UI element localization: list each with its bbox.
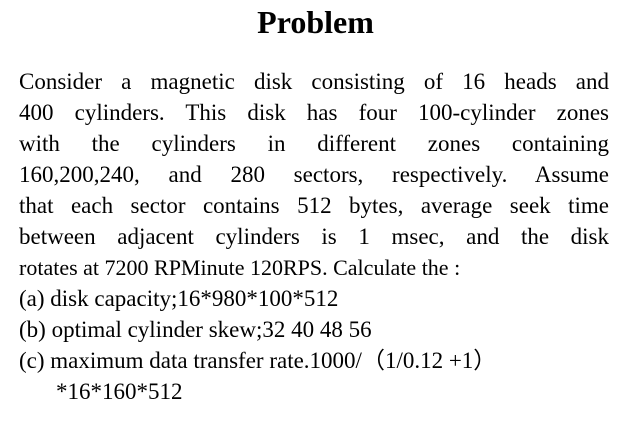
paragraph-line-3: with the cylinders in different zones co…	[19, 131, 609, 156]
page-title: Problem	[257, 4, 374, 40]
question-c: (c) maximum data transfer rate.1000/（1/0…	[19, 348, 497, 373]
paragraph-line-1: Consider a magnetic disk consisting of 1…	[19, 69, 609, 94]
paragraph-line-4: 160,200,240, and 280 sectors, respective…	[19, 162, 609, 187]
question-a: (a) disk capacity;16*980*100*512	[19, 286, 339, 311]
paragraph-line-7: rotates at 7200 RPMinute 120RPS. Calcula…	[19, 255, 461, 280]
question-c-continuation: *16*160*512	[56, 379, 183, 404]
paragraph-line-6: between adjacent cylinders is 1 msec, an…	[19, 224, 609, 249]
paragraph-line-5: that each sector contains 512 bytes, ave…	[19, 193, 609, 218]
question-b: (b) optimal cylinder skew;32 40 48 56	[19, 317, 372, 342]
paragraph-line-2: 400 cylinders. This disk has four 100-cy…	[19, 100, 609, 125]
